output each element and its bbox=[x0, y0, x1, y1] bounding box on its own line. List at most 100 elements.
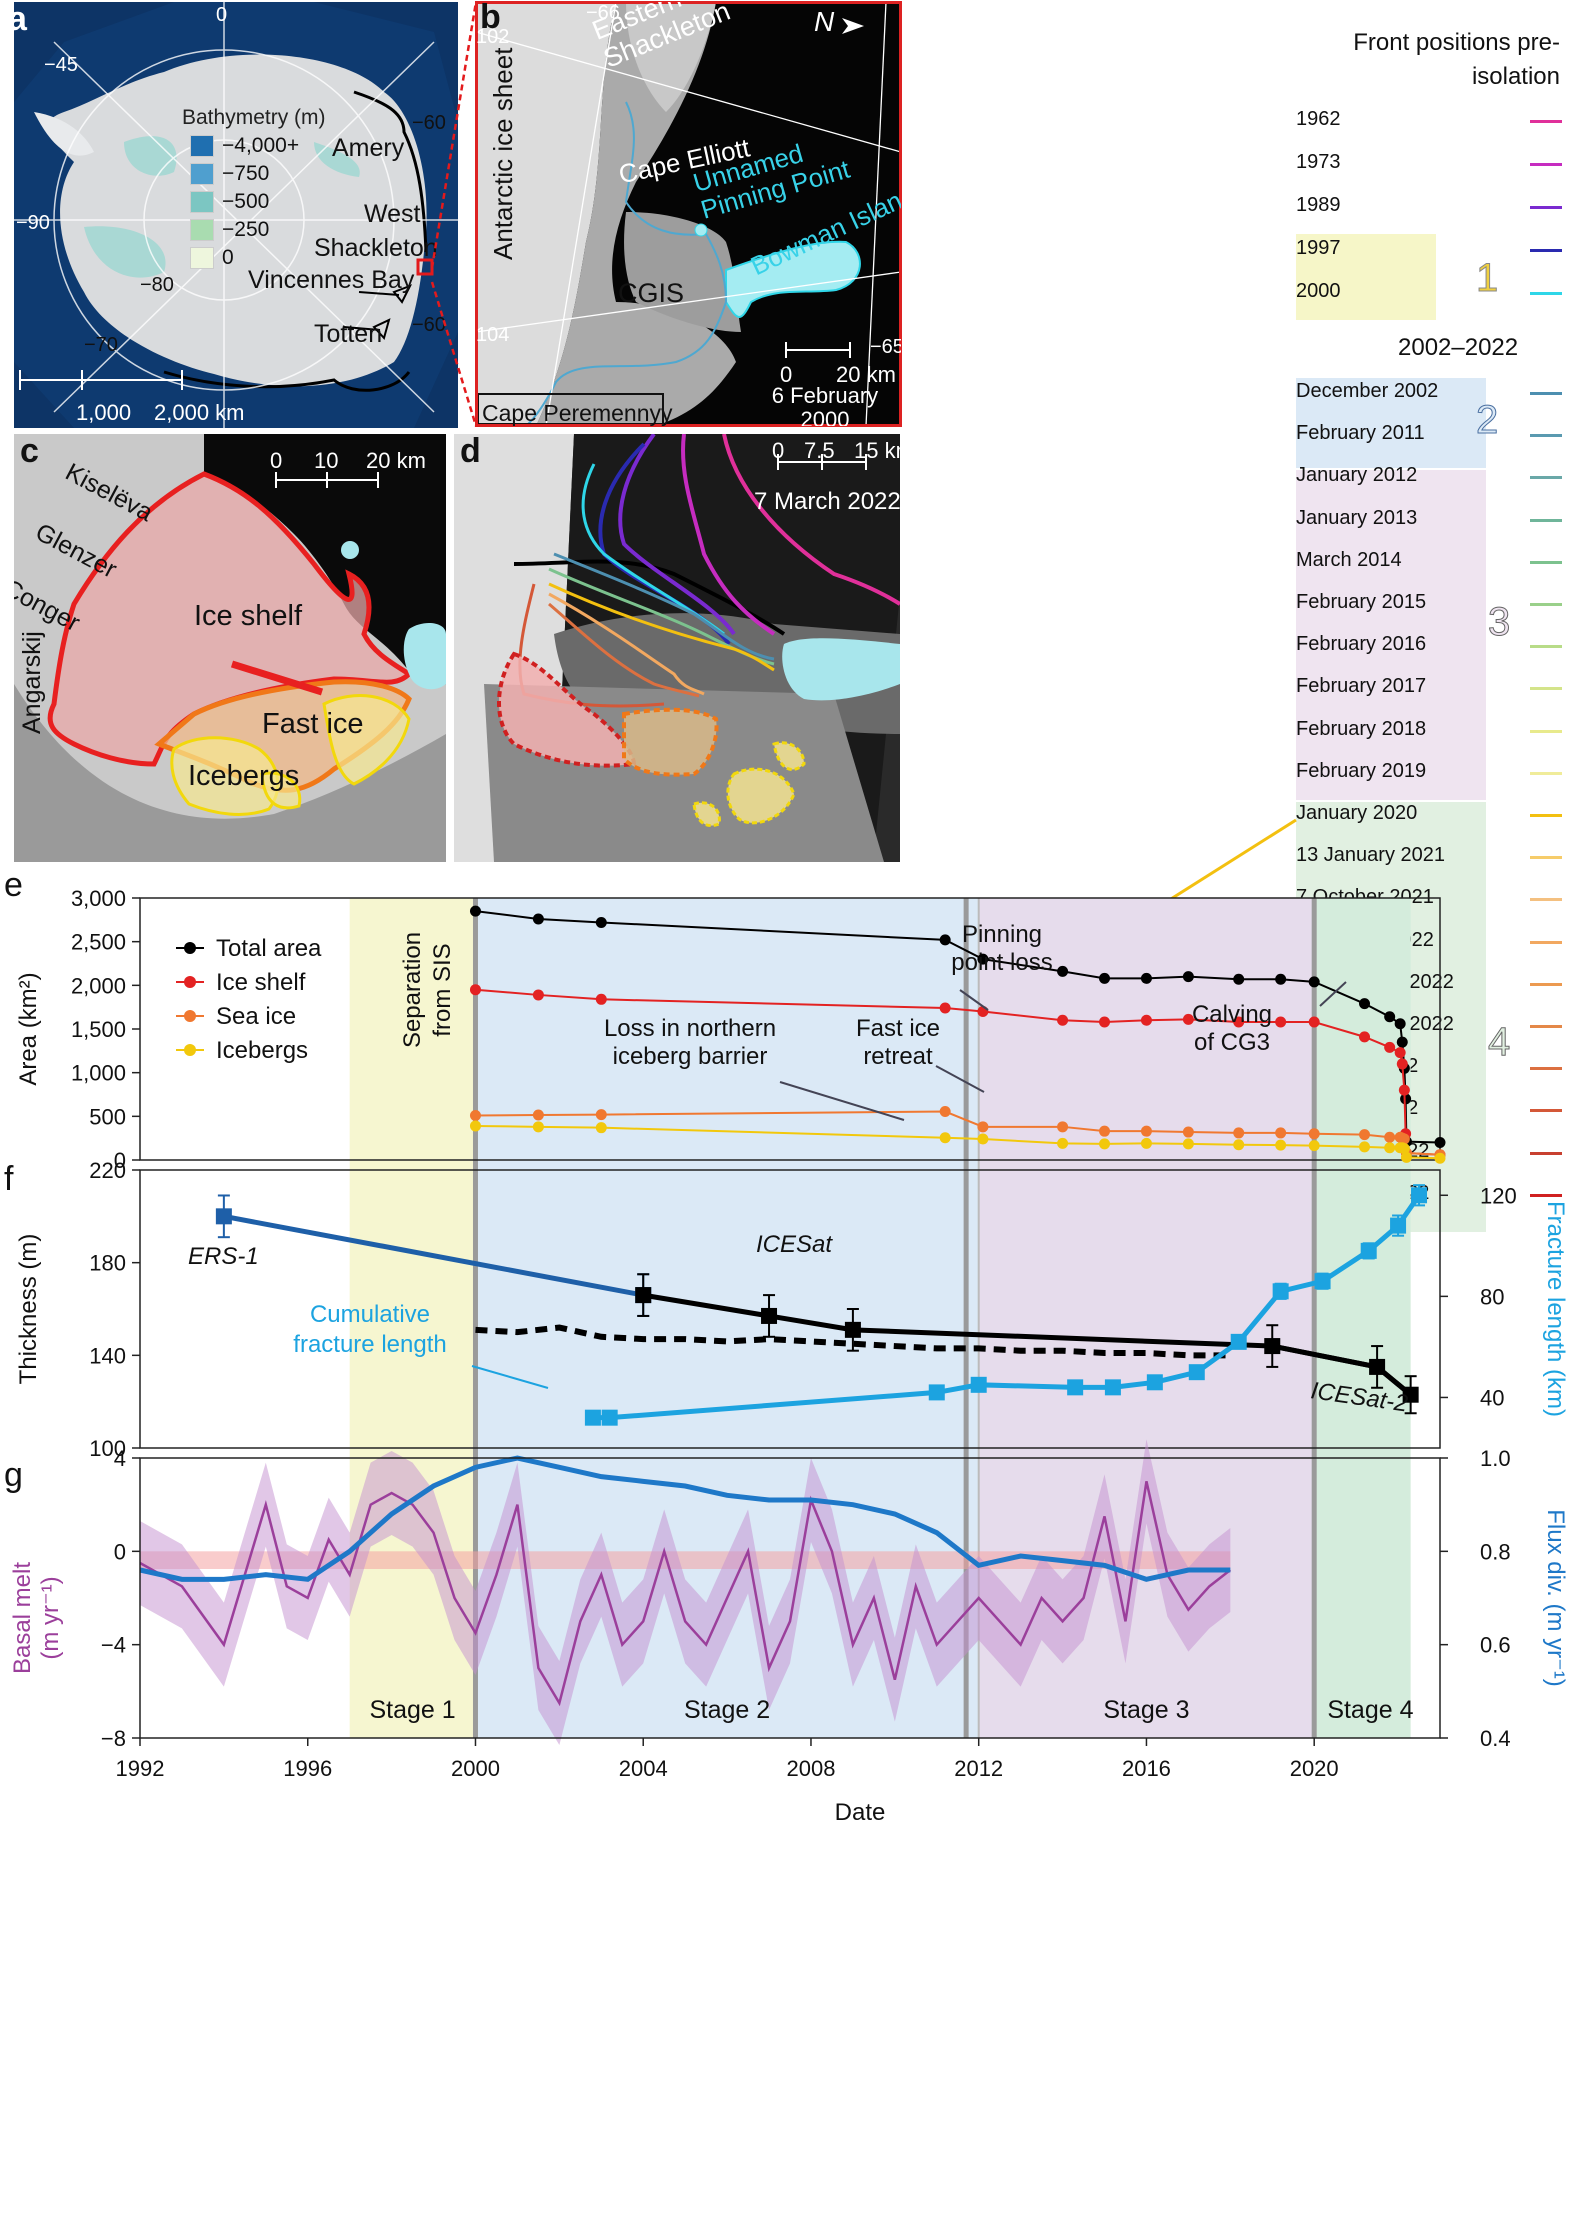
legend-line bbox=[1530, 249, 1562, 252]
group-2-bg bbox=[1296, 378, 1486, 468]
lon-104-label: 104 bbox=[476, 324, 510, 346]
x-tick-label: 2016 bbox=[1122, 1756, 1171, 1781]
bathymetry-level-label: −250 bbox=[222, 218, 270, 241]
legend-line bbox=[1530, 729, 1562, 733]
data-point-sea-ice bbox=[595, 1109, 607, 1121]
scale-c-20: 20 km bbox=[366, 448, 426, 473]
mean-melt-area bbox=[140, 1551, 1231, 1569]
scale-0-label: 0 bbox=[780, 362, 793, 387]
legend-line bbox=[1530, 518, 1562, 522]
panel-f-ytick-label: 220 bbox=[89, 1158, 126, 1183]
scale-c-0: 0 bbox=[270, 448, 283, 473]
data-point-ice-shelf bbox=[1275, 1016, 1287, 1028]
data-point-sea-ice bbox=[532, 1109, 544, 1121]
data-point-icesat bbox=[761, 1307, 778, 1324]
legend-entry-1997: 1997 bbox=[1296, 237, 1341, 259]
legend-entry-1973: 1973 bbox=[1296, 151, 1341, 173]
bathymetry-swatch bbox=[190, 191, 214, 214]
data-point-icebergs bbox=[595, 1122, 607, 1134]
data-point-icebergs bbox=[1057, 1137, 1069, 1149]
data-point-total-area bbox=[1182, 971, 1194, 983]
place-shackleton: Shackleton bbox=[314, 234, 438, 262]
legend-entry-recent: February 2016 bbox=[1296, 633, 1427, 656]
panel-e-ytick-label: 500 bbox=[89, 1104, 126, 1129]
data-point-icebergs bbox=[1359, 1141, 1371, 1153]
panel-a-label: a bbox=[14, 2, 27, 38]
legend-entry-recent: February 2015 bbox=[1296, 591, 1427, 613]
data-point-ice-shelf bbox=[1057, 1014, 1069, 1026]
data-point-icebergs bbox=[939, 1132, 951, 1144]
scale-1000-label: 1,000 bbox=[76, 400, 132, 425]
panel-b-date: 6 February 2000 bbox=[771, 383, 879, 427]
legend-line bbox=[1530, 560, 1562, 564]
panel-g-label: g bbox=[4, 1456, 23, 1494]
data-point-ice-shelf bbox=[977, 1006, 989, 1018]
data-point-ice-shelf bbox=[1384, 1041, 1396, 1053]
panel-e-ytick-label: 3,000 bbox=[71, 886, 126, 911]
annotation-arrow bbox=[471, 1365, 549, 1389]
data-point-sea-ice bbox=[977, 1121, 989, 1133]
panel-f-frame bbox=[139, 1169, 1441, 1449]
data-point-total-area bbox=[532, 913, 544, 925]
data-point-sea-ice bbox=[1384, 1131, 1396, 1143]
bathymetry-level-label: −750 bbox=[222, 162, 270, 185]
panel-d-date: 7 March 2022 bbox=[754, 488, 900, 515]
panel-b-satellite: b −66 102 104 −65 N Eastern Shackleton A… bbox=[475, 1, 902, 427]
label-fast-ice: Fast ice bbox=[262, 708, 364, 740]
data-point-cumulative-fracture-length bbox=[1188, 1364, 1205, 1381]
stage-label: Stage 1 bbox=[369, 1696, 455, 1724]
lat-m70-label: −70 bbox=[84, 334, 118, 356]
data-point-cumulative-fracture-length bbox=[601, 1409, 618, 1426]
panel-f-label: f bbox=[4, 1160, 14, 1198]
legend-label: Sea ice bbox=[216, 1003, 296, 1030]
legend-entry-recent: March 2014 bbox=[1296, 548, 1402, 571]
lon-m90-label: −90 bbox=[16, 212, 50, 234]
panel-g-ytick-label: −4 bbox=[101, 1633, 126, 1658]
place-west: West bbox=[364, 200, 421, 228]
bathymetry-legend-item: −250 bbox=[190, 218, 269, 242]
panel-e-label: e bbox=[4, 870, 23, 904]
data-point-total-area bbox=[469, 905, 481, 917]
data-point-icebergs bbox=[1308, 1140, 1320, 1152]
panel-c-svg bbox=[14, 434, 446, 862]
panel-g-ytick-label: −8 bbox=[101, 1726, 126, 1751]
data-point-cumulative-fracture-length bbox=[1104, 1379, 1121, 1396]
data-point-total-area bbox=[977, 953, 989, 965]
legend-title-2002-2022: 2002–2022 bbox=[1398, 334, 1519, 361]
legend-line bbox=[1530, 392, 1562, 395]
lon-m60-label: −60 bbox=[412, 112, 446, 134]
annotation-arrow bbox=[1319, 981, 1347, 1007]
data-point-sea-ice bbox=[1398, 1133, 1410, 1145]
data-point-ice-shelf bbox=[1359, 1031, 1371, 1043]
scale-2000-label: 2,000 km bbox=[154, 400, 245, 425]
label-antarctic-ice-sheet: Antarctic ice sheet bbox=[488, 47, 518, 260]
legend-label: Total area bbox=[216, 935, 322, 962]
data-point-ice-shelf bbox=[1233, 1016, 1245, 1028]
annotation-fracture: Cumulative fracture length bbox=[293, 1301, 446, 1358]
data-point-sea-ice bbox=[939, 1106, 951, 1118]
data-point-sea-ice bbox=[1182, 1126, 1194, 1138]
annotation-arrow bbox=[959, 989, 989, 1011]
panel-g-y2tick-label: 0.4 bbox=[1480, 1726, 1511, 1751]
panel-f-ytick-label: 140 bbox=[89, 1343, 126, 1368]
data-point-sea-ice bbox=[1308, 1128, 1320, 1140]
data-point-cumulative-fracture-length bbox=[1230, 1333, 1247, 1350]
bathymetry-level-label: −500 bbox=[222, 190, 270, 213]
data-point-icesat bbox=[1264, 1338, 1281, 1355]
panel-g-y2tick-label: 1.0 bbox=[1480, 1446, 1511, 1471]
data-point-icebergs bbox=[1233, 1139, 1245, 1151]
data-point-ice-shelf bbox=[1140, 1014, 1152, 1026]
data-point-ice-shelf bbox=[1099, 1016, 1111, 1028]
legend-entry-recent: January 2012 bbox=[1296, 464, 1418, 487]
annotation-northern: Loss in northern iceberg barrier bbox=[604, 1015, 776, 1070]
data-point-icebergs bbox=[1384, 1142, 1396, 1154]
data-point-icebergs bbox=[1400, 1151, 1412, 1163]
legend-line bbox=[1530, 476, 1562, 480]
bathymetry-legend-item: −4,000+ bbox=[190, 134, 299, 158]
data-point-icesat bbox=[635, 1287, 652, 1304]
legend-line bbox=[1530, 645, 1562, 649]
series-line-icesat-2 bbox=[1271, 1343, 1413, 1397]
data-point-total-area bbox=[1140, 972, 1152, 984]
data-point-icebergs bbox=[1275, 1139, 1287, 1151]
legend-entry-1989: 1989 bbox=[1296, 194, 1341, 216]
